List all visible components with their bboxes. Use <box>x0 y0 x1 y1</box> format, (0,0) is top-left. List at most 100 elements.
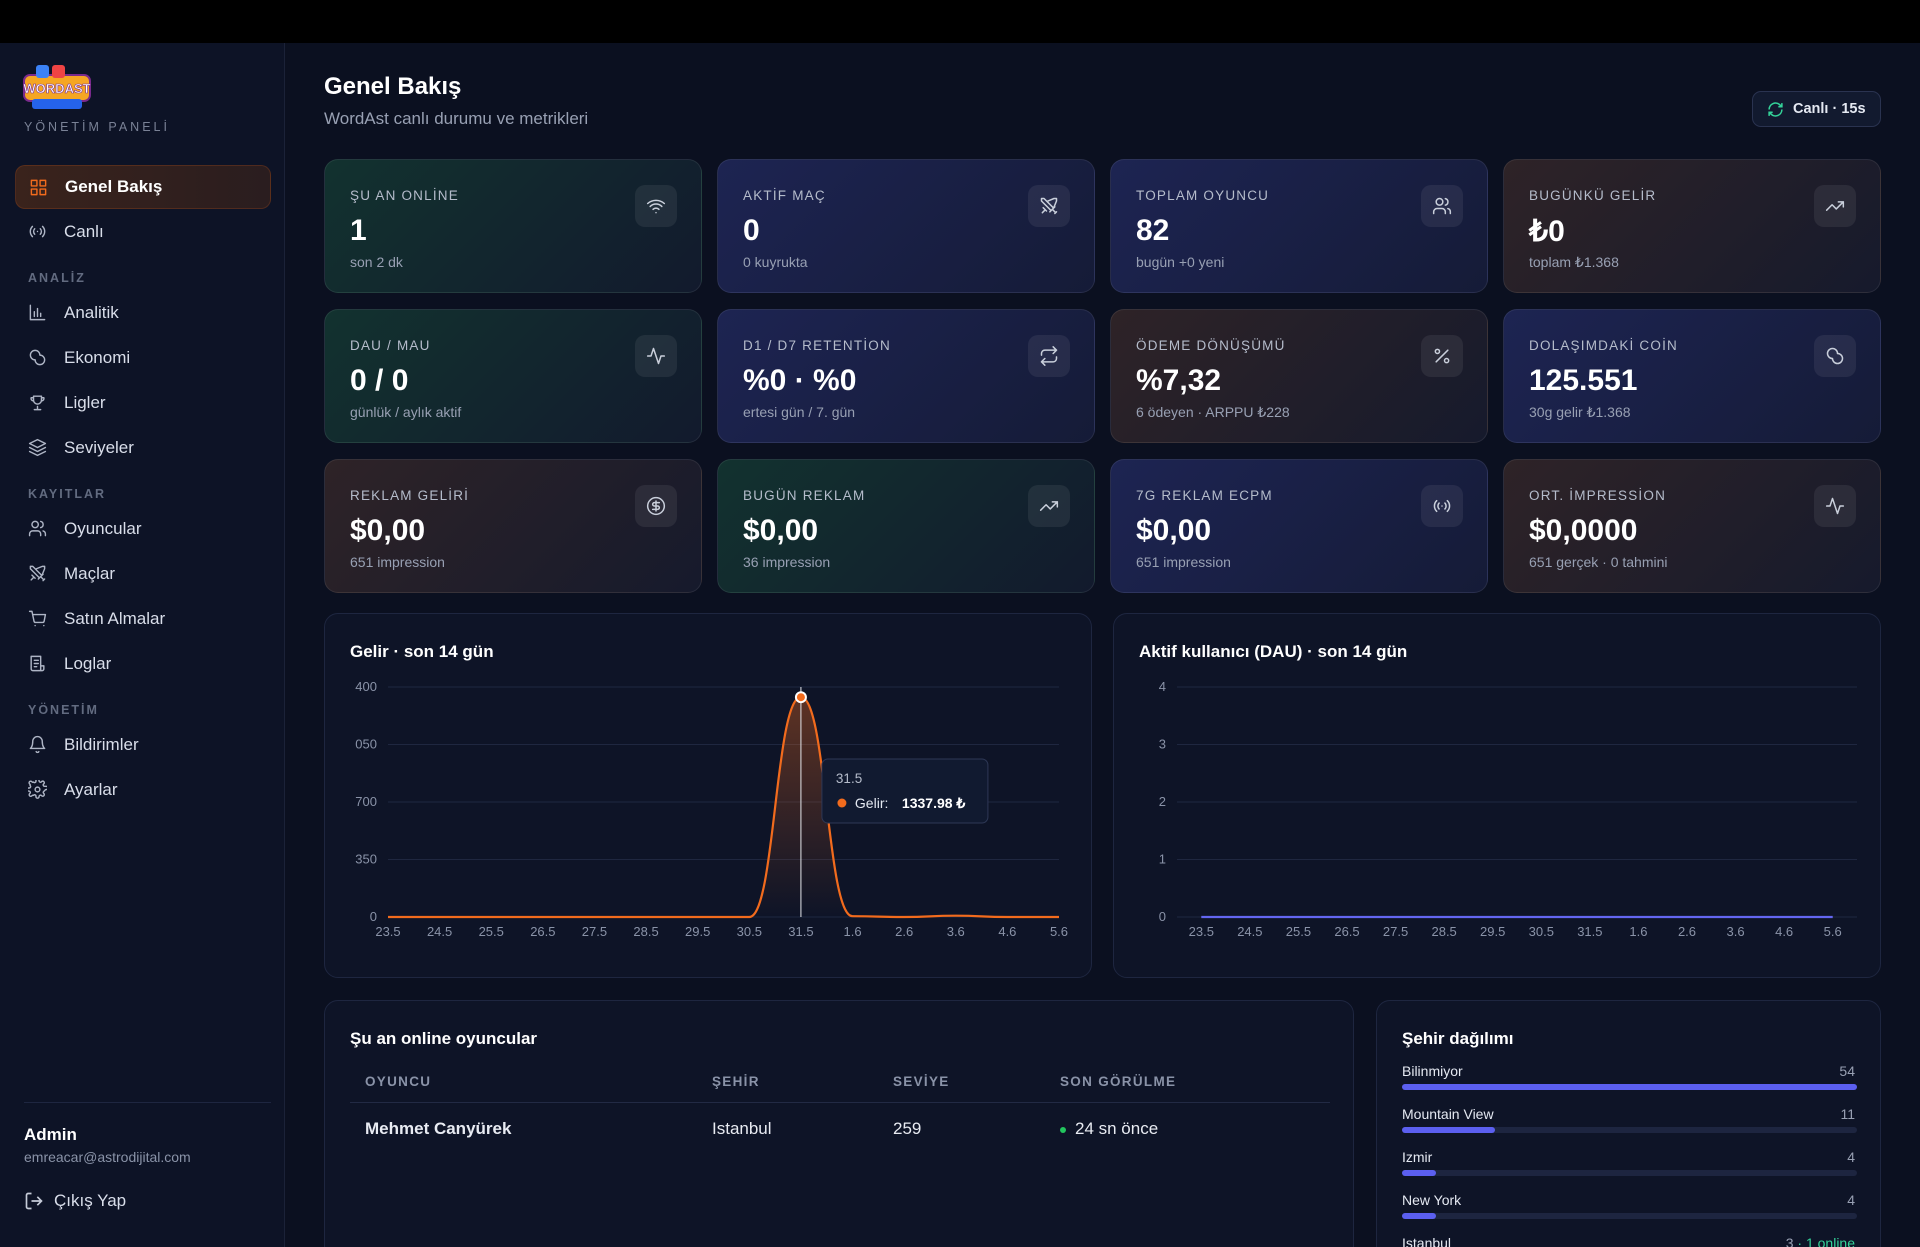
icon <box>28 438 47 457</box>
tooltip-dot <box>837 798 847 808</box>
nav-item[interactable]: Seviyeler <box>15 426 271 470</box>
x-tick-label: 27.5 <box>582 924 607 939</box>
y-tick-label: 1 <box>1159 852 1166 867</box>
stat-icon <box>1421 485 1463 527</box>
stat-value: $0,00 <box>1136 514 1212 547</box>
bar <box>1402 1170 1436 1176</box>
nav-label: Seviyeler <box>64 438 134 457</box>
stat-value: 82 <box>1136 214 1170 247</box>
icon-shape <box>1040 346 1058 366</box>
tooltip-series: Gelir: <box>855 795 888 811</box>
stat-icon <box>1814 335 1856 377</box>
icon <box>28 780 47 799</box>
refresh-icon <box>1768 101 1783 117</box>
icon <box>30 179 47 196</box>
nav-item[interactable]: Analitik <box>15 291 271 335</box>
nav-item[interactable]: Genel Bakış <box>15 165 271 209</box>
stat-icon <box>635 485 677 527</box>
x-tick-label: 27.5 <box>1383 924 1408 939</box>
city-count: 4 <box>1847 1149 1855 1165</box>
sidebar: WORDAST YÖNETİM PANELİ Genel Bakış Canlı A… <box>0 43 285 1247</box>
active-point <box>794 691 807 704</box>
logout-button[interactable]: Çıkış Yap <box>24 1188 126 1214</box>
cell: 24 sn önce <box>1075 1119 1159 1138</box>
x-tick-label: 29.5 <box>685 924 710 939</box>
icon-shape <box>30 655 45 672</box>
nav-item[interactable]: Satın Almalar <box>15 597 271 641</box>
column-header: SON GÖRÜLME <box>1060 1074 1177 1089</box>
icon <box>647 496 665 516</box>
stat-icon <box>1814 485 1856 527</box>
icon-shape <box>1434 348 1450 364</box>
user-email: emreacar@astrodijital.com <box>24 1149 191 1165</box>
city-count: 3 <box>1785 1235 1794 1247</box>
x-tick-label: 5.6 <box>1050 924 1068 939</box>
nav-item[interactable]: Maçlar <box>15 552 271 596</box>
icon <box>28 610 47 627</box>
nav-label: Analitik <box>64 303 119 322</box>
nav-item[interactable]: Ligler <box>15 381 271 425</box>
city-name: Bilinmiyor <box>1402 1063 1463 1079</box>
x-tick-label: 25.5 <box>1286 924 1311 939</box>
stat-label: BUGÜNKÜ GELİR <box>1529 188 1657 203</box>
y-tick-label: 050 <box>355 737 377 752</box>
icon-shape <box>29 304 46 321</box>
logout-label: Çıkış Yap <box>54 1191 127 1210</box>
x-tick-label: 26.5 <box>1334 924 1359 939</box>
chart-title: Aktif kullanıcı (DAU) · son 14 gün <box>1139 642 1408 661</box>
online-players-card: Şu an online oyuncular OYUNCU ŞEHİR SEVİYE… <box>324 1000 1354 1247</box>
icon-shape <box>1432 197 1452 215</box>
city-count: 11 <box>1840 1106 1855 1122</box>
bar-track <box>1402 1127 1857 1133</box>
stat-card: 7G REKLAM ECPM $0,00 651 impression <box>1110 459 1488 593</box>
stat-icon <box>1028 485 1070 527</box>
nav-item[interactable]: Canlı <box>15 210 271 254</box>
city-name: Izmir <box>1402 1149 1433 1165</box>
city-note: · 1 online <box>1797 1235 1855 1247</box>
cell: 259 <box>893 1119 922 1138</box>
nav-item[interactable]: Oyuncular <box>15 507 271 551</box>
stat-value: %7,32 <box>1136 364 1222 397</box>
tooltip <box>821 758 989 824</box>
nav-item[interactable]: Ayarlar <box>15 768 271 812</box>
nav-item[interactable]: Loglar <box>15 642 271 686</box>
city-name: Mountain View <box>1402 1106 1494 1122</box>
x-tick-label: 1.6 <box>1629 924 1647 939</box>
nav-item[interactable]: Ekonomi <box>15 336 271 380</box>
x-tick-label: 28.5 <box>1431 924 1456 939</box>
icon-shape <box>30 395 45 411</box>
x-tick-label: 5.6 <box>1824 924 1842 939</box>
x-tick-label: 1.6 <box>843 924 861 939</box>
bar-track <box>1402 1213 1857 1219</box>
stat-card: ŞU AN ONLİNE 1 son 2 dk <box>324 159 702 293</box>
nav-label: Ligler <box>64 393 106 412</box>
x-tick-label: 31.5 <box>1577 924 1602 939</box>
nav-item[interactable]: Bildirimler <box>15 723 271 767</box>
icon <box>28 520 47 537</box>
city-card: Şehir dağılımı Bilinmiyor 54 Mountain View… <box>1376 1000 1881 1247</box>
live-button[interactable]: Canlı · 15s <box>1752 91 1881 127</box>
stat-sub: bugün +0 yeni <box>1136 254 1225 270</box>
stat-label: REKLAM GELİRİ <box>350 488 470 503</box>
icon <box>1825 497 1845 515</box>
stat-label: ÖDEME DÖNÜŞÜMÜ <box>1136 338 1286 353</box>
stat-sub: günlük / aylık aktif <box>350 404 462 420</box>
x-tick-label: 23.5 <box>1189 924 1214 939</box>
icon-shape <box>1433 499 1451 513</box>
stat-card: AKTİF MAÇ 0 0 kuyrukta <box>717 159 1095 293</box>
icon <box>29 735 46 754</box>
page-title: Genel Bakış <box>324 73 462 100</box>
nav-section-title: KAYITLAR <box>28 487 107 501</box>
stat-label: DOLAŞIMDAKİ COİN <box>1529 338 1678 353</box>
tooltip-category: 31.5 <box>836 771 862 786</box>
logo: WORDAST <box>23 65 91 109</box>
stat-label: TOPLAM OYUNCU <box>1136 188 1270 203</box>
icon <box>29 225 46 238</box>
stat-label: ORT. İMPRESSİON <box>1529 488 1667 503</box>
bar-track <box>1402 1170 1857 1176</box>
icon <box>29 565 46 582</box>
divider <box>24 1102 271 1103</box>
stat-value: 0 <box>743 214 760 247</box>
icon-shape <box>646 347 666 365</box>
stat-label: AKTİF MAÇ <box>743 188 826 203</box>
